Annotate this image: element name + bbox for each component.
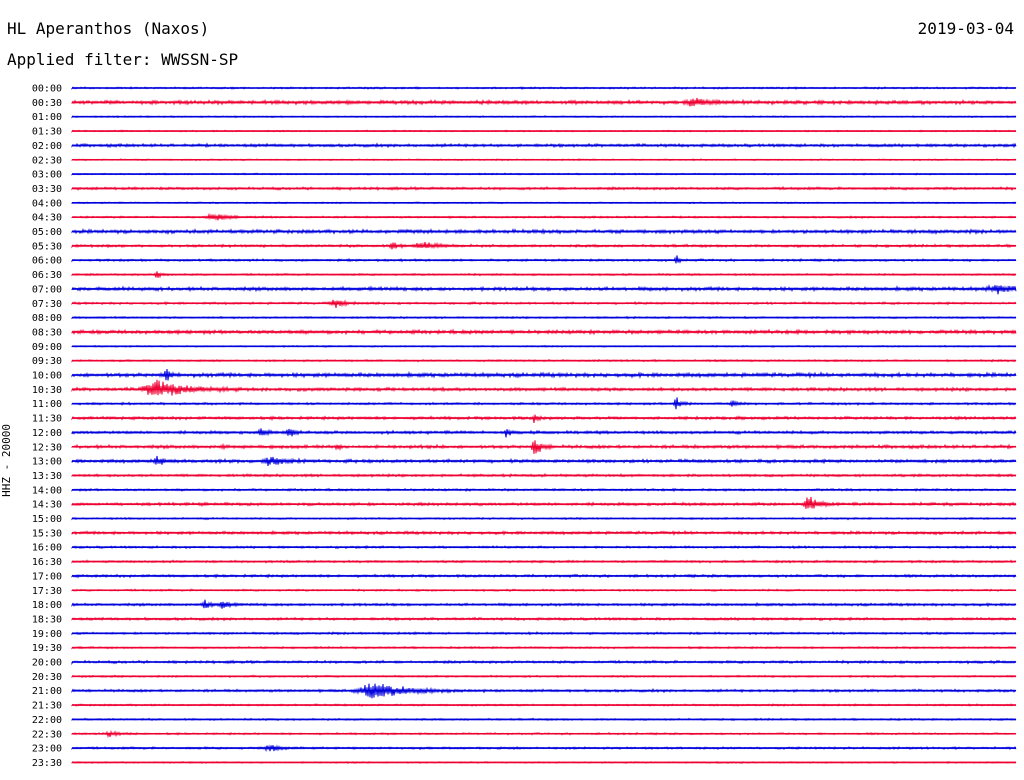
tick-label: 06:30 (32, 270, 62, 281)
tick-label: 19:00 (32, 629, 62, 640)
tick-label: 14:30 (32, 500, 62, 511)
tick-label: 14:00 (32, 485, 62, 496)
tick-label: 12:30 (32, 442, 62, 453)
tick-label: 11:00 (32, 399, 62, 410)
tick-label: 18:30 (32, 614, 62, 625)
station-title: HL Aperanthos (Naxos) (7, 19, 210, 38)
tick-label: 15:00 (32, 514, 62, 525)
tick-label: 18:00 (32, 600, 62, 611)
tick-label: 13:30 (32, 471, 62, 482)
tick-label: 23:30 (32, 758, 62, 769)
tick-label: 16:00 (32, 543, 62, 554)
time-tick-labels: 00:00 00:30 01:00 01:30 02:00 02:30 03:00 03:30… (32, 84, 62, 769)
tick-label: 00:00 (32, 84, 62, 95)
tick-label: 17:00 (32, 571, 62, 582)
tick-label: 20:00 (32, 658, 62, 669)
tick-label: 02:00 (32, 141, 62, 152)
tick-label: 09:00 (32, 342, 62, 353)
tick-label: 08:30 (32, 327, 62, 338)
date-label: 2019-03-04 (917, 19, 1014, 38)
tick-label: 04:30 (32, 213, 62, 224)
tick-label: 12:00 (32, 428, 62, 439)
tick-label: 19:30 (32, 643, 62, 654)
tick-label: 09:30 (32, 356, 62, 367)
tick-label: 16:30 (32, 557, 62, 568)
tick-label: 11:30 (32, 414, 62, 425)
tick-label: 04:00 (32, 198, 62, 209)
tick-label: 22:30 (32, 729, 62, 740)
tick-label: 21:30 (32, 701, 62, 712)
tick-label: 07:30 (32, 299, 62, 310)
tick-label: 10:30 (32, 385, 62, 396)
tick-label: 06:00 (32, 256, 62, 267)
tick-label: 17:30 (32, 586, 62, 597)
tick-label: 08:00 (32, 313, 62, 324)
tick-label: 03:30 (32, 184, 62, 195)
tick-label: 20:30 (32, 672, 62, 683)
tick-label: 15:30 (32, 528, 62, 539)
tick-label: 05:00 (32, 227, 62, 238)
filter-label: Applied filter: WWSSN-SP (7, 50, 239, 69)
seismic-trace (71, 255, 1017, 264)
seismic-trace (71, 496, 1017, 509)
tick-label: 03:00 (32, 170, 62, 181)
tick-label: 01:00 (32, 112, 62, 123)
tick-label: 10:00 (32, 371, 62, 382)
tick-label: 02:30 (32, 155, 62, 166)
tick-label: 00:30 (32, 98, 62, 109)
tick-label: 23:00 (32, 744, 62, 755)
seismic-trace (71, 284, 1017, 295)
tick-label: 07:00 (32, 284, 62, 295)
trace-group (71, 86, 1017, 765)
tick-label: 05:30 (32, 241, 62, 252)
tick-label: 13:00 (32, 457, 62, 468)
tick-label: 01:30 (32, 127, 62, 138)
tick-label: 22:00 (32, 715, 62, 726)
seismic-trace (71, 379, 1017, 396)
tick-label: 21:00 (32, 686, 62, 697)
